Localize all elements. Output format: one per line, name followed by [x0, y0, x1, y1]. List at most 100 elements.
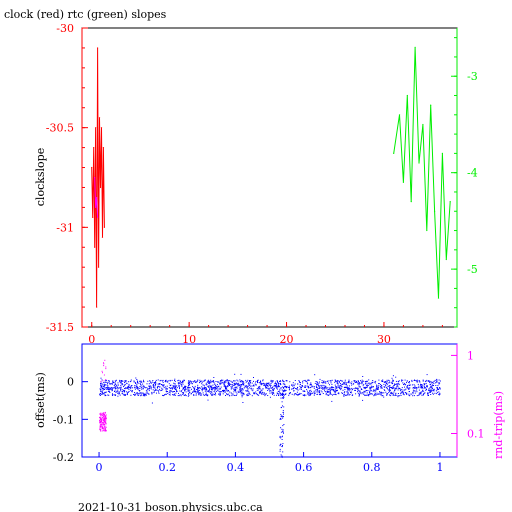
- offset-point: [386, 393, 388, 394]
- offset-point: [130, 387, 132, 389]
- offset-point: [240, 389, 242, 391]
- offset-point: [225, 388, 227, 389]
- offset-point: [234, 384, 236, 385]
- offset-point: [375, 389, 377, 391]
- offset-point: [404, 379, 406, 381]
- rtt-point: [100, 425, 101, 427]
- offset-point: [140, 380, 142, 382]
- offset-point: [316, 383, 318, 385]
- offset-point: [252, 388, 254, 390]
- offset-point: [212, 380, 214, 382]
- offset-y-tick-label: -0.1: [53, 413, 74, 426]
- rtt-point: [104, 423, 106, 425]
- offset-point: [195, 394, 197, 396]
- offset-point: [104, 394, 106, 396]
- offset-point: [128, 383, 130, 385]
- offset-point: [390, 387, 392, 388]
- slope-marks: 0 10 20 30-30-30.5-31-31.5-3-4-5: [46, 22, 478, 346]
- offset-point: [293, 385, 295, 387]
- offset-point: [293, 387, 295, 388]
- offset-point: [283, 381, 285, 383]
- offset-dip-point: [281, 446, 283, 447]
- offset-point: [277, 390, 279, 392]
- offset-point: [288, 394, 290, 396]
- offset-point: [368, 394, 370, 395]
- offset-point: [300, 386, 302, 388]
- offset-point: [346, 382, 348, 384]
- slope-y-tick-label: -31.5: [46, 321, 74, 334]
- offset-point: [295, 388, 297, 390]
- offset-point: [400, 392, 402, 394]
- offset-point: [277, 380, 278, 382]
- offset-point: [102, 392, 104, 394]
- offset-point: [159, 386, 161, 388]
- offset-point: [365, 386, 367, 388]
- offset-point: [321, 387, 323, 389]
- rtt-point: [103, 430, 105, 432]
- offset-point: [391, 382, 393, 384]
- offset-point: [218, 387, 220, 389]
- offset-point: [262, 393, 264, 395]
- offset-point: [282, 390, 284, 392]
- offset-point: [110, 388, 112, 389]
- offset-point: [267, 385, 269, 387]
- offset-point: [176, 390, 177, 392]
- offset-point: [429, 387, 431, 389]
- offset-point: [344, 383, 345, 385]
- offset-point: [113, 394, 115, 396]
- offset-point: [262, 380, 264, 382]
- offset-point: [398, 395, 400, 397]
- offset-point: [418, 389, 420, 391]
- offset-point: [383, 392, 385, 394]
- offset-point: [253, 385, 255, 387]
- offset-point: [139, 393, 141, 395]
- offset-point: [300, 387, 302, 389]
- offset-point: [307, 393, 309, 395]
- offset-point: [322, 384, 324, 386]
- offset-point: [223, 384, 225, 386]
- offset-point: [253, 384, 255, 386]
- offset-point: [389, 390, 391, 392]
- offset-point: [210, 393, 212, 395]
- rtt-point: [99, 429, 101, 431]
- offset-point: [335, 391, 337, 393]
- offset-point: [112, 387, 114, 389]
- offset-point: [146, 389, 148, 391]
- offset-point: [242, 402, 244, 403]
- offset-point: [179, 387, 180, 389]
- offset-point: [368, 382, 370, 384]
- offset-point: [402, 393, 404, 394]
- offset-point: [299, 385, 301, 387]
- offset-dip-point: [280, 416, 282, 418]
- offset-point: [148, 385, 150, 387]
- offset-point: [172, 384, 174, 386]
- offset-point: [153, 387, 155, 389]
- offset-point: [174, 391, 175, 392]
- offset-point: [203, 384, 205, 386]
- offset-dip-point: [279, 436, 281, 438]
- offset-point: [314, 382, 316, 384]
- offset-point: [425, 381, 427, 383]
- offset-point: [381, 391, 382, 393]
- offset-point: [149, 388, 150, 390]
- offset-point: [322, 387, 324, 389]
- offset-point: [378, 393, 380, 395]
- slope-point: [95, 206, 97, 208]
- offset-dip-point: [283, 406, 285, 408]
- offset-point: [316, 388, 318, 390]
- offset-point: [130, 389, 132, 391]
- offset-point: [355, 381, 357, 383]
- offset-point: [111, 387, 113, 389]
- offset-point: [363, 394, 365, 395]
- offset-point: [286, 380, 288, 382]
- offset-point: [180, 382, 182, 383]
- offset-point: [197, 386, 199, 388]
- offset-point: [116, 386, 118, 388]
- offset-point: [229, 383, 231, 385]
- offset-point: [126, 394, 128, 396]
- rtt-point: [99, 424, 101, 426]
- offset-point: [140, 386, 142, 388]
- offset-point: [187, 395, 189, 397]
- offset-point: [106, 387, 107, 389]
- offset-point: [291, 388, 293, 390]
